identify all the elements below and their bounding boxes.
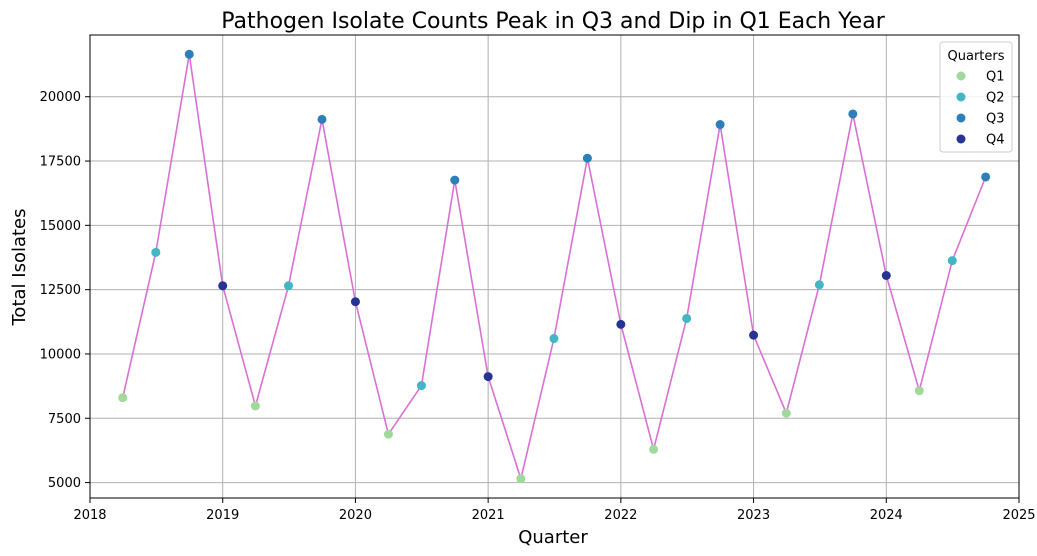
x-axis: 2018 2019 2020 2021 2022 2023 2024 2025 xyxy=(73,498,1036,523)
data-point-q4 xyxy=(483,372,493,382)
data-point-q1 xyxy=(516,474,526,484)
data-points xyxy=(118,49,991,484)
data-point-q1 xyxy=(383,429,393,439)
y-tick-label: 15000 xyxy=(40,219,81,234)
y-tick-label: 17500 xyxy=(40,155,81,170)
legend-label: Q2 xyxy=(986,91,1005,106)
data-point-q2 xyxy=(284,281,294,291)
x-axis-label: Quarter xyxy=(518,527,588,548)
data-point-q2 xyxy=(814,280,824,290)
data-point-q2 xyxy=(682,313,692,323)
data-point-q1 xyxy=(781,408,791,418)
x-tick-label: 2018 xyxy=(73,508,106,523)
data-point-q3 xyxy=(317,114,327,124)
data-point-q3 xyxy=(715,120,725,130)
series-line xyxy=(121,54,987,482)
data-point-q4 xyxy=(749,330,759,340)
data-point-q3 xyxy=(981,172,991,182)
data-point-q1 xyxy=(649,444,659,454)
legend-marker-q1 xyxy=(956,71,966,81)
y-axis-label: Total Isolates xyxy=(9,209,30,327)
legend-label: Q1 xyxy=(986,70,1005,85)
data-point-q3 xyxy=(848,109,858,119)
legend-label: Q3 xyxy=(986,112,1005,127)
y-tick-label: 12500 xyxy=(40,283,81,298)
x-tick-label: 2023 xyxy=(737,508,770,523)
data-point-q2 xyxy=(549,334,559,344)
data-point-q3 xyxy=(582,153,592,163)
data-point-q1 xyxy=(914,386,924,396)
plot-area-frame xyxy=(89,34,1020,499)
y-tick-label: 7500 xyxy=(48,412,81,427)
y-tick-label: 10000 xyxy=(40,347,81,362)
legend: Quarters Q1 Q2 Q3 Q4 xyxy=(939,41,1013,153)
y-tick-label: 20000 xyxy=(40,90,81,105)
x-tick-label: 2022 xyxy=(604,508,637,523)
legend-marker-q3 xyxy=(956,113,966,123)
legend-title: Quarters xyxy=(948,49,1005,64)
data-point-q4 xyxy=(881,271,891,280)
data-point-q4 xyxy=(616,319,626,329)
legend-label: Q4 xyxy=(986,133,1005,148)
x-tick-label: 2024 xyxy=(870,508,903,523)
data-point-q2 xyxy=(947,256,957,266)
x-tick-label: 2025 xyxy=(1002,508,1035,523)
legend-marker-q2 xyxy=(956,92,966,102)
y-tick-label: 5000 xyxy=(48,476,81,491)
data-point-q2 xyxy=(416,381,426,391)
series-line-layer xyxy=(121,54,987,482)
data-point-q1 xyxy=(118,393,128,403)
legend-entries: Q1 Q2 Q3 Q4 xyxy=(956,70,1005,148)
x-tick-label: 2019 xyxy=(206,508,239,523)
data-point-q4 xyxy=(350,297,360,307)
data-point-q3 xyxy=(450,175,460,185)
chart-title: Pathogen Isolate Counts Peak in Q3 and D… xyxy=(221,9,885,34)
data-point-q2 xyxy=(151,247,161,257)
y-axis: 5000 7500 10000 12500 15000 17500 20000 xyxy=(40,90,90,491)
data-point-q3 xyxy=(184,49,194,59)
legend-box xyxy=(939,41,1013,153)
legend-marker-q4 xyxy=(956,134,966,144)
grid xyxy=(89,35,1020,498)
data-point-q1 xyxy=(250,401,260,411)
x-tick-label: 2021 xyxy=(472,508,505,523)
x-tick-label: 2020 xyxy=(339,508,372,523)
data-point-q4 xyxy=(218,281,228,291)
